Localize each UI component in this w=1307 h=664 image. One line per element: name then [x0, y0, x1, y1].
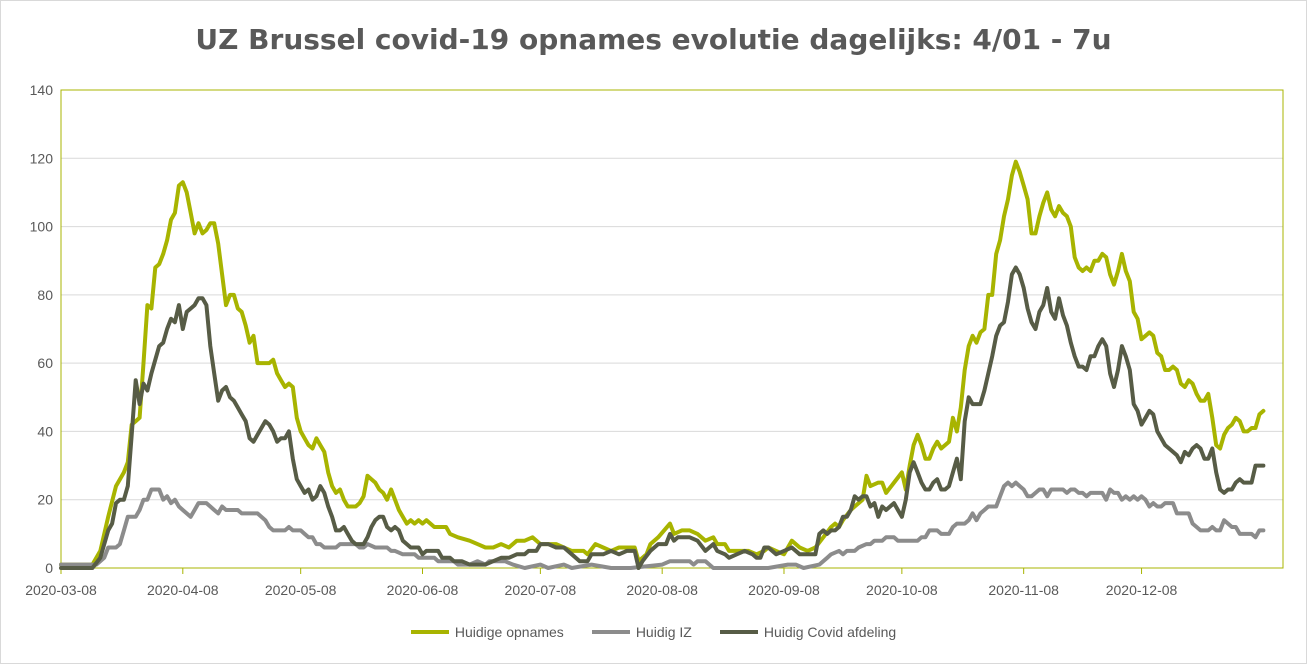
chart-legend: Huidige opnames Huidig IZ Huidig Covid afd…: [1, 624, 1306, 640]
series-line-1: [59, 159, 1266, 567]
x-tick-label: 2020-09-08: [748, 582, 820, 598]
legend-swatch: [591, 630, 630, 634]
y-tick-label: 20: [37, 492, 53, 508]
x-tick-label: 2020-07-08: [505, 582, 577, 598]
x-tick-label: 2020-12-08: [1106, 582, 1178, 598]
x-tick-label: 2020-11-08: [988, 582, 1059, 598]
y-tick-label: 0: [45, 560, 53, 576]
y-tick-label: 140: [30, 82, 54, 98]
chart-title: UZ Brussel covid-19 opnames evolutie dag…: [195, 23, 1112, 56]
plot-area-border: [60, 89, 1284, 569]
x-tick-label: 2020-05-08: [265, 582, 337, 598]
x-tick-label: 2020-10-08: [866, 582, 938, 598]
y-tick-label: 80: [37, 287, 53, 303]
legend-label: Huidig Covid afdeling: [763, 624, 897, 640]
series-line-2: [59, 480, 1266, 570]
y-tick-label: 120: [30, 150, 54, 166]
x-tick-label: 2020-08-08: [626, 582, 698, 598]
legend-item-3: Huidig Covid afdeling: [719, 624, 897, 640]
legend-item-1: Huidige opnames: [410, 624, 564, 640]
legend-swatch: [410, 630, 449, 634]
legend-item-2: Huidig IZ: [591, 624, 692, 640]
legend-label: Huidig IZ: [635, 624, 692, 640]
y-tick-label: 40: [37, 423, 53, 439]
series-line-3: [59, 265, 1266, 570]
x-tick-label: 2020-06-08: [387, 582, 459, 598]
x-tick-label: 2020-04-08: [147, 582, 219, 598]
line-chart: 0 20 40 60 80 100 120 140 2020-03-08 2020-04-08 20…: [25, 82, 1284, 598]
y-tick-label: 100: [30, 219, 54, 235]
legend-label: Huidige opnames: [454, 624, 564, 640]
y-tick-label: 60: [37, 355, 53, 371]
x-tick-label: 2020-03-08: [25, 582, 97, 598]
legend-swatch: [719, 630, 758, 634]
